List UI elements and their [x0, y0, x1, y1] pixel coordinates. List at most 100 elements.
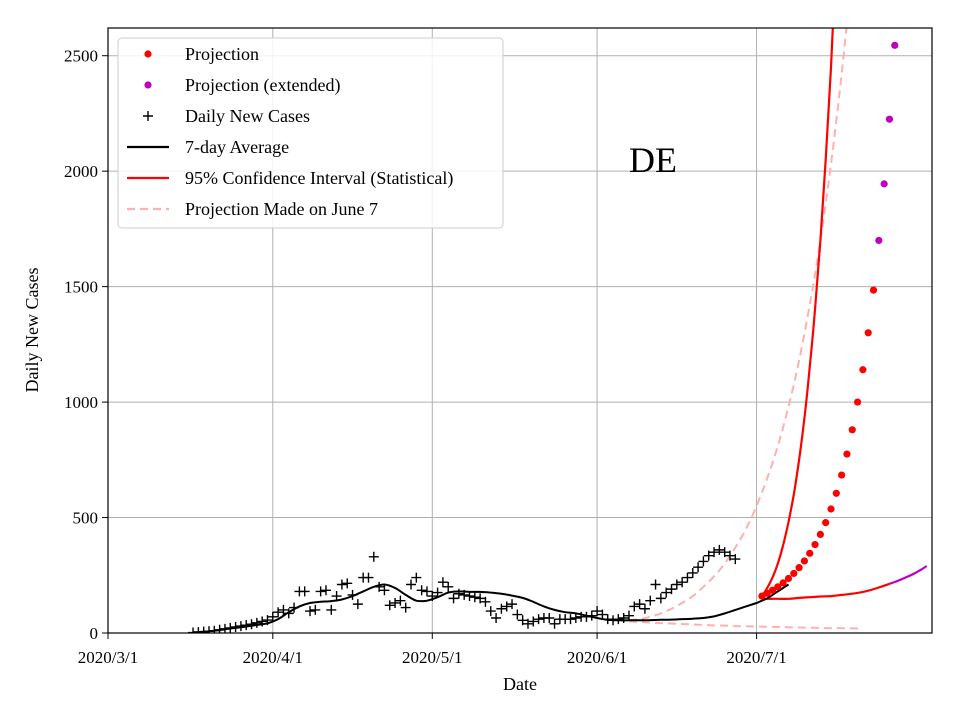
daily-cases-point — [703, 550, 714, 561]
projection-point — [859, 366, 867, 374]
legend-label: 95% Confidence Interval (Statistical) — [185, 168, 453, 189]
daily-cases-point — [421, 586, 432, 597]
projection-point — [848, 426, 856, 434]
x-tick-label: 2020/6/1 — [567, 648, 627, 667]
daily-cases-point — [235, 621, 246, 632]
daily-cases-point — [602, 614, 613, 625]
projection-point — [790, 569, 798, 578]
legend-dot-marker — [144, 81, 152, 89]
x-tick-label: 2020/5/1 — [402, 648, 462, 667]
legend-label: Projection — [185, 44, 259, 64]
projection-point — [779, 579, 787, 587]
x-axis-label: Date — [503, 674, 537, 694]
daily-cases-point — [368, 551, 379, 562]
daily-cases-point — [443, 581, 454, 592]
axes: 2020/3/1 2020/4/1 2020/5/1 2020/6/1 2020/7/1… — [64, 47, 787, 667]
daily-cases-point — [586, 610, 597, 621]
projection-point — [816, 530, 824, 538]
daily-cases-point — [384, 600, 395, 611]
legend-box — [117, 37, 504, 229]
ci-lower-extended-line — [889, 565, 928, 585]
daily-cases-point — [437, 577, 448, 588]
daily-cases-point — [241, 620, 252, 631]
daily-cases-point — [475, 593, 486, 604]
daily-cases-point — [225, 622, 236, 633]
daily-cases-point — [395, 595, 406, 606]
daily-cases-point — [469, 592, 480, 603]
legend-label: Daily New Cases — [185, 106, 310, 126]
daily-cases-point — [305, 606, 316, 617]
daily-cases-point — [315, 586, 326, 597]
daily-cases-point — [592, 606, 603, 617]
daily-cases-point — [347, 589, 358, 600]
daily-cases-point — [459, 589, 470, 600]
daily-cases-point — [724, 550, 735, 561]
projection-point — [784, 574, 793, 583]
daily-cases-point — [230, 621, 241, 632]
daily-cases-point — [666, 584, 677, 595]
daily-cases-point — [549, 618, 560, 629]
daily-cases-point — [714, 544, 725, 555]
daily-cases-point — [565, 614, 576, 625]
projection-extended-point — [880, 180, 888, 188]
y-tick-label: 500 — [73, 509, 99, 528]
daily-cases-point — [671, 579, 682, 590]
daily-cases-point — [581, 611, 592, 622]
projection-point — [795, 564, 803, 572]
daily-cases-point — [283, 608, 294, 619]
daily-cases-point — [416, 585, 427, 596]
daily-cases-point — [719, 547, 730, 558]
projection-point — [832, 489, 840, 497]
daily-cases-point — [257, 616, 268, 627]
daily-cases-point — [533, 614, 544, 625]
projection-point — [822, 519, 830, 527]
daily-cases-point — [448, 593, 459, 604]
daily-cases-point — [639, 603, 650, 614]
plot-area — [188, 28, 928, 633]
daily-cases-point — [634, 599, 645, 610]
y-tick-label: 0 — [90, 624, 99, 643]
daily-cases-point — [528, 616, 539, 627]
daily-cases-point — [209, 625, 220, 633]
daily-cases-point — [661, 587, 672, 598]
daily-cases-point — [219, 623, 230, 633]
june7-projection-lower-line — [628, 620, 863, 630]
projection-point — [838, 471, 846, 479]
seven-day-average-line — [193, 583, 790, 633]
y-tick-label: 1500 — [64, 278, 98, 297]
projection-point — [800, 557, 809, 565]
x-tick-label: 2020/3/1 — [78, 648, 138, 667]
daily-cases-point — [320, 585, 331, 596]
daily-cases-point — [262, 615, 273, 626]
daily-cases-point — [310, 604, 321, 615]
legend-dot-marker — [144, 50, 152, 58]
daily-cases-point — [214, 624, 225, 633]
projection-point — [853, 398, 862, 406]
daily-cases-point — [517, 615, 528, 626]
daily-cases-point — [278, 604, 289, 615]
daily-cases-point — [464, 591, 475, 602]
daily-cases-point — [299, 586, 310, 597]
daily-cases-point — [273, 607, 284, 618]
daily-cases-point — [655, 593, 666, 604]
projection-point — [763, 589, 771, 597]
projection-point — [768, 586, 777, 594]
daily-cases-point — [331, 591, 342, 602]
ci-upper-line — [760, 28, 835, 597]
daily-cases-point — [544, 612, 555, 623]
daily-cases-point — [677, 577, 688, 588]
projection-point — [806, 549, 814, 557]
legend: Projection Projection (extended) Daily New… — [117, 37, 504, 229]
daily-cases-point — [613, 614, 624, 625]
daily-cases-point — [251, 617, 262, 628]
y-tick-label: 1000 — [64, 393, 98, 412]
daily-cases-point — [326, 604, 337, 615]
daily-cases-point — [352, 599, 363, 610]
daily-cases-point — [342, 578, 353, 589]
daily-cases-point — [496, 603, 507, 614]
daily-cases-point — [623, 610, 634, 621]
country-annotation: DE — [629, 140, 677, 180]
daily-cases-point — [730, 554, 741, 565]
daily-cases-point — [501, 601, 512, 612]
